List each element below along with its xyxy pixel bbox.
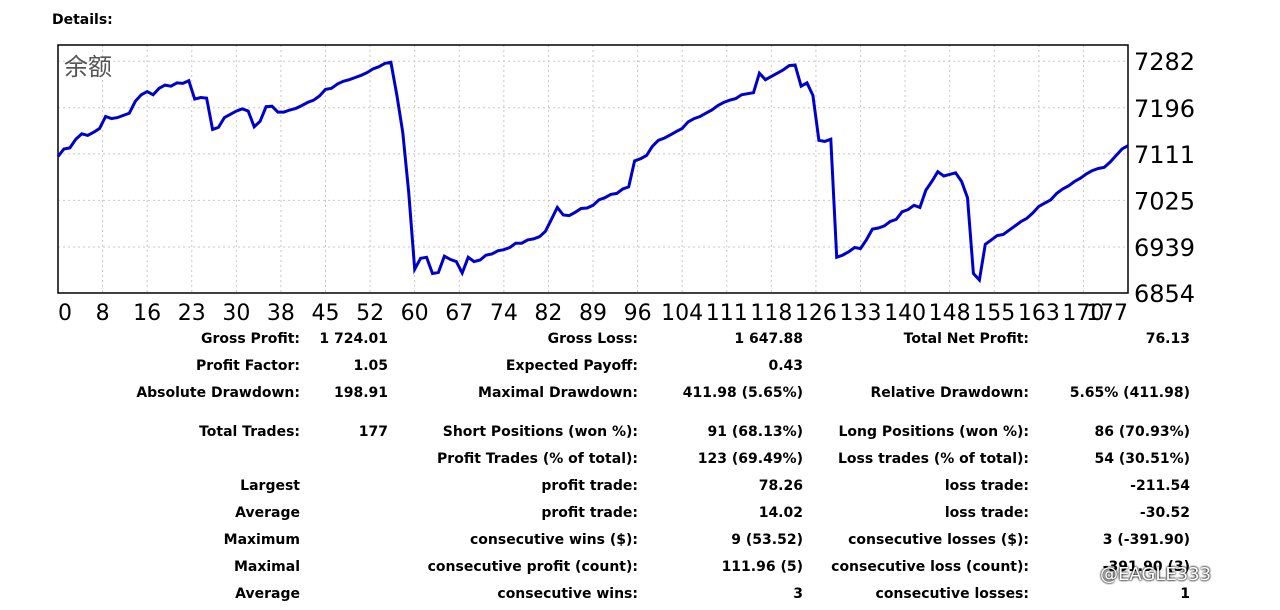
- chart-title: 余额: [64, 53, 112, 81]
- x-tick-label: 67: [445, 301, 473, 325]
- average-loss-value: -30.52: [1139, 505, 1190, 521]
- maximal-profit-value: 111.96 (5): [721, 559, 803, 575]
- gross-loss-label: Gross Loss:: [547, 331, 638, 347]
- maximal-loss-label: consecutive loss (count):: [831, 559, 1029, 575]
- x-tick-label: 60: [401, 301, 429, 325]
- x-tick-label: 38: [267, 301, 295, 325]
- total-trades-label: Total Trades:: [199, 424, 300, 440]
- y-axis-ticks: 7282 7196 7111 7025 6939 6854: [1134, 48, 1195, 308]
- x-tick-label: 30: [222, 301, 250, 325]
- absolute-drawdown-value: 198.91: [333, 385, 388, 401]
- absolute-drawdown-label: Absolute Drawdown:: [136, 385, 300, 401]
- y-tick-label: 7196: [1134, 95, 1195, 123]
- x-tick-label: 126: [795, 301, 837, 325]
- chart-frame: [57, 44, 1129, 294]
- average-profit-value: 14.02: [758, 505, 803, 521]
- total-net-profit-label: Total Net Profit:: [903, 331, 1029, 347]
- x-tick-label: 45: [312, 301, 340, 325]
- balance-line: [56, 60, 1129, 284]
- x-tick-label: 177: [1086, 301, 1128, 325]
- maximal-drawdown-value: 411.98 (5.65%): [682, 385, 803, 401]
- y-tick-label: 6939: [1134, 234, 1195, 262]
- maximum-label: Maximum: [223, 532, 300, 548]
- x-tick-label: 16: [133, 301, 161, 325]
- x-tick-label: 133: [840, 301, 882, 325]
- x-tick-label: 111: [706, 301, 748, 325]
- y-tick-label: 7025: [1134, 187, 1195, 215]
- long-positions-value: 86 (70.93%): [1094, 424, 1190, 440]
- largest-loss-label: loss trade:: [944, 478, 1029, 494]
- maximum-loss-value: 3 (-391.90): [1102, 532, 1190, 548]
- short-positions-label: Short Positions (won %):: [442, 424, 638, 440]
- watermark: @EAGLE333: [1100, 564, 1212, 585]
- y-tick-label: 6854: [1134, 280, 1195, 308]
- profit-trades-label: Profit Trades (% of total):: [437, 451, 638, 467]
- profit-trades-value: 123 (69.49%): [697, 451, 803, 467]
- x-tick-label: 104: [661, 301, 703, 325]
- gross-loss-value: 1 647.88: [734, 331, 803, 347]
- largest-loss-value: -211.54: [1130, 478, 1190, 494]
- profit-factor-value: 1.05: [353, 358, 388, 374]
- total-trades-value: 177: [358, 424, 388, 440]
- x-tick-label: 96: [624, 301, 652, 325]
- y-tick-label: 7111: [1134, 141, 1195, 169]
- average-consec-profit-value: 3: [793, 586, 803, 602]
- short-positions-value: 91 (68.13%): [707, 424, 803, 440]
- x-tick-label: 89: [579, 301, 607, 325]
- balance-chart: 余额 7282 7196 7111 7025 6939 6854 0 8 16 23 30 38 45…: [56, 44, 1195, 325]
- average-consec-label: Average: [235, 586, 300, 602]
- x-tick-label: 74: [490, 301, 518, 325]
- x-axis-ticks: 0 8 16 23 30 38 45 52 60 67 74 82 89 96 104 111 118 126 13…: [58, 301, 1128, 325]
- x-tick-label: 8: [96, 301, 110, 325]
- x-tick-label: 52: [356, 301, 384, 325]
- relative-drawdown-label: Relative Drawdown:: [870, 385, 1029, 401]
- average-consec-loss-value: 1: [1180, 586, 1190, 602]
- largest-profit-value: 78.26: [758, 478, 803, 494]
- x-tick-label: 23: [178, 301, 206, 325]
- gross-profit-value: 1 724.01: [319, 331, 388, 347]
- details-title: Details:: [52, 12, 113, 28]
- long-positions-label: Long Positions (won %):: [838, 424, 1029, 440]
- x-tick-label: 140: [884, 301, 926, 325]
- x-tick-label: 170: [1062, 301, 1104, 325]
- expected-payoff-label: Expected Payoff:: [505, 358, 638, 374]
- maximal-label: Maximal: [233, 559, 300, 575]
- gross-profit-label: Gross Profit:: [200, 331, 300, 347]
- average-consec-profit-label: consecutive wins:: [497, 586, 638, 602]
- expected-payoff-value: 0.43: [768, 358, 803, 374]
- maximal-profit-label: consecutive profit (count):: [427, 559, 638, 575]
- x-tick-label: 118: [750, 301, 792, 325]
- largest-label: Largest: [240, 478, 300, 494]
- x-tick-label: 0: [58, 301, 72, 325]
- relative-drawdown-value: 5.65% (411.98): [1069, 385, 1190, 401]
- x-tick-label: 155: [973, 301, 1015, 325]
- y-tick-label: 7282: [1134, 48, 1195, 76]
- average-consec-loss-label: consecutive losses:: [875, 586, 1029, 602]
- average-profit-label: profit trade:: [541, 505, 638, 521]
- x-tick-label: 148: [929, 301, 971, 325]
- chart-grid: [58, 45, 1128, 293]
- maximum-profit-value: 9 (53.52): [731, 532, 803, 548]
- average-label: Average: [235, 505, 300, 521]
- total-net-profit-value: 76.13: [1145, 331, 1190, 347]
- maximum-loss-label: consecutive losses ($):: [848, 532, 1029, 548]
- maximum-profit-label: consecutive wins ($):: [469, 532, 638, 548]
- loss-trades-value: 54 (30.51%): [1094, 451, 1190, 467]
- x-tick-label: 82: [534, 301, 562, 325]
- average-loss-label: loss trade:: [944, 505, 1029, 521]
- loss-trades-label: Loss trades (% of total):: [838, 451, 1029, 467]
- maximal-drawdown-label: Maximal Drawdown:: [478, 385, 638, 401]
- maximal-loss-value: -391.90 (3): [1102, 559, 1190, 575]
- x-tick-label: 163: [1018, 301, 1060, 325]
- profit-factor-label: Profit Factor:: [195, 358, 300, 374]
- largest-profit-label: profit trade:: [541, 478, 638, 494]
